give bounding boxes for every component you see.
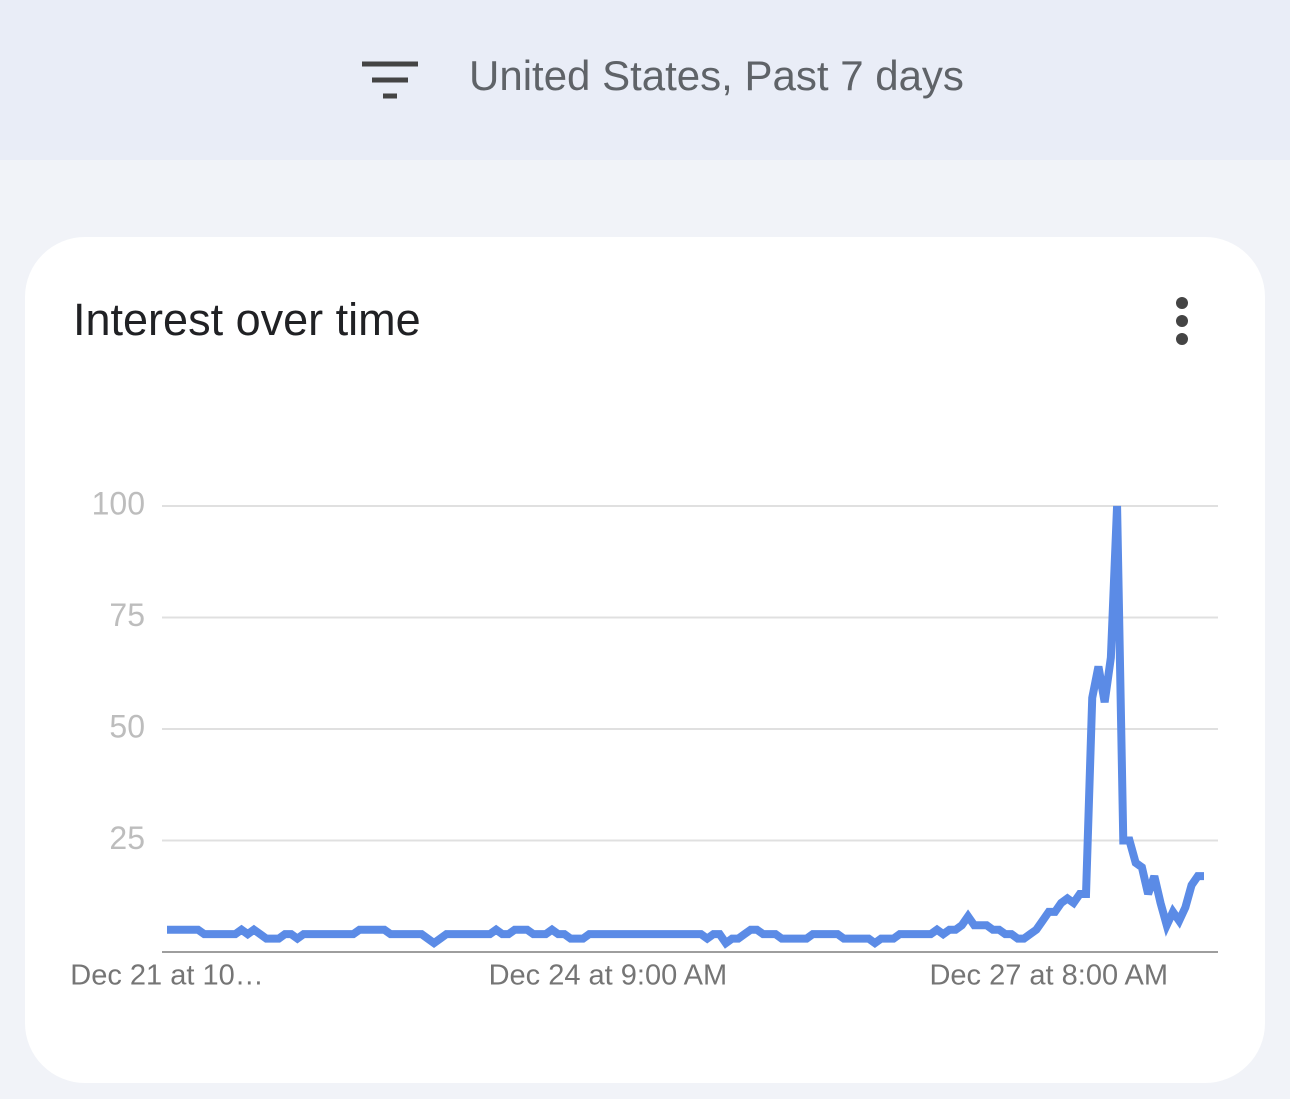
x-tick-label: Dec 21 at 10… xyxy=(70,960,263,992)
filter-icon[interactable] xyxy=(362,61,418,99)
y-tick-label: 25 xyxy=(109,820,145,856)
header-bar xyxy=(0,0,1290,160)
dot xyxy=(1176,315,1188,327)
dot xyxy=(1176,333,1188,345)
x-tick-label: Dec 24 at 9:00 AM xyxy=(489,960,728,992)
card-title: Interest over time xyxy=(73,294,421,345)
y-tick-label: 75 xyxy=(109,597,145,633)
y-tick-label: 100 xyxy=(92,485,145,521)
filter-text[interactable]: United States, Past 7 days xyxy=(469,52,964,99)
dot xyxy=(1176,297,1188,309)
trend-line xyxy=(167,505,1204,949)
more-menu[interactable] xyxy=(1176,297,1188,345)
y-tick-label: 50 xyxy=(109,708,145,744)
card xyxy=(25,237,1265,1083)
x-tick-label: Dec 27 at 8:00 AM xyxy=(929,960,1168,992)
